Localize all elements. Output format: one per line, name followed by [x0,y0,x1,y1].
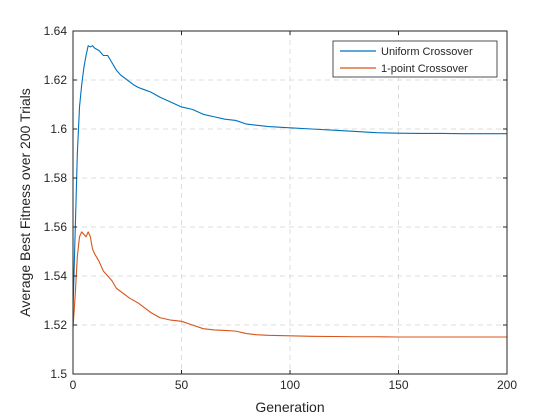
x-tick-label: 0 [70,378,77,392]
legend-entry-label: 1-point Crossover [381,63,468,75]
y-tick-label: 1.56 [44,220,68,234]
x-tick-label: 200 [497,378,517,392]
y-axis-label: Average Best Fitness over 200 Trials [17,88,33,317]
legend: Uniform Crossover 1-point Crossover [332,40,498,78]
y-tick-label: 1.58 [44,171,68,185]
x-tick-label: 150 [388,378,408,392]
y-tick-label: 1.52 [44,318,68,332]
y-tick-label: 1.64 [44,24,68,38]
legend-entry-label: Uniform Crossover [381,46,473,58]
y-tick-label: 1.54 [44,269,68,283]
series-lines [72,45,507,338]
axis-ticks: 0 50 100 150 200 1.5 1.52 1.54 1.56 1.58 1.6 1.62 1.… [44,24,518,392]
x-tick-label: 100 [280,378,300,392]
y-tick-label: 1.62 [44,73,68,87]
series-line-1-point-crossover [72,231,507,338]
y-tick-label: 1.6 [50,122,67,136]
x-tick-label: 50 [175,378,189,392]
y-tick-label: 1.5 [50,367,67,381]
series-line-uniform-crossover [72,45,507,311]
x-axis-label: Generation [255,399,324,415]
legend-box [332,40,498,78]
grid-lines [73,31,507,374]
